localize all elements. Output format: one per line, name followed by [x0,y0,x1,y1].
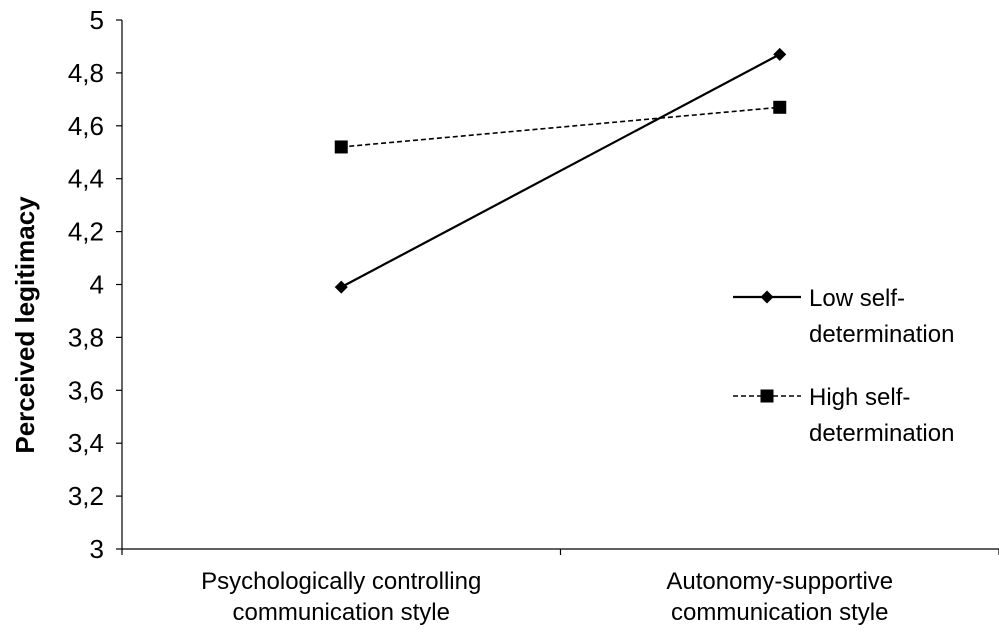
series-low-self-determination [334,47,787,294]
data-point-square [773,100,787,114]
y-tick-label: 3,2 [68,481,104,511]
series-line [341,106,780,148]
x-category-label-line: Autonomy-supportive [666,568,893,595]
y-ticks: 3 3,2 3,4 3,6 3,8 4 4,2 4,4 4,6 4,8 5 [68,5,122,564]
y-axis: 3 3,2 3,4 3,6 3,8 4 4,2 4,4 4,6 4,8 5 [68,5,123,564]
data-point-diamond [334,280,348,294]
series-high-self-determination [334,100,787,154]
legend-label-line: determination [809,321,954,348]
y-tick-label: 3,6 [68,375,104,405]
data-point-diamond [773,47,787,61]
y-axis-title: Perceived legitimacy [10,196,40,454]
x-ticks: Psychologically controlling communication… [121,549,999,626]
x-category-label-line: Psychologically controlling [201,568,481,595]
series-line [340,53,781,289]
legend-item: Low self-determination [733,285,954,348]
y-tick-label: 3 [90,534,104,564]
y-tick-label: 4,4 [68,164,104,194]
data-point-square [334,140,348,154]
series-layer [334,47,787,294]
y-tick-label: 3,4 [68,428,104,458]
legend-marker-diamond [760,290,774,304]
y-tick-label: 4,2 [68,217,104,247]
legend-item: High self-determination [733,384,954,447]
y-tick-label: 4,6 [68,111,104,141]
legend-marker-square [760,389,774,403]
legend-label-line: determination [809,420,954,447]
x-category-label-line: communication style [671,599,888,626]
x-axis: Psychologically controlling communication… [121,548,999,626]
x-category-label: Autonomy-supportive communication style [666,568,893,626]
legend-label-line: High self- [809,384,910,411]
legend-label: Low self-determination [809,285,954,348]
legend-label-line: Low self- [809,285,905,312]
y-tick-label: 5 [90,5,104,35]
x-category-label: Psychologically controlling communication… [201,568,481,626]
x-category-label-line: communication style [233,599,450,626]
y-tick-label: 4,8 [68,58,104,88]
legend-label: High self-determination [809,384,954,447]
y-tick-label: 3,8 [68,322,104,352]
y-tick-label: 4 [90,270,104,300]
